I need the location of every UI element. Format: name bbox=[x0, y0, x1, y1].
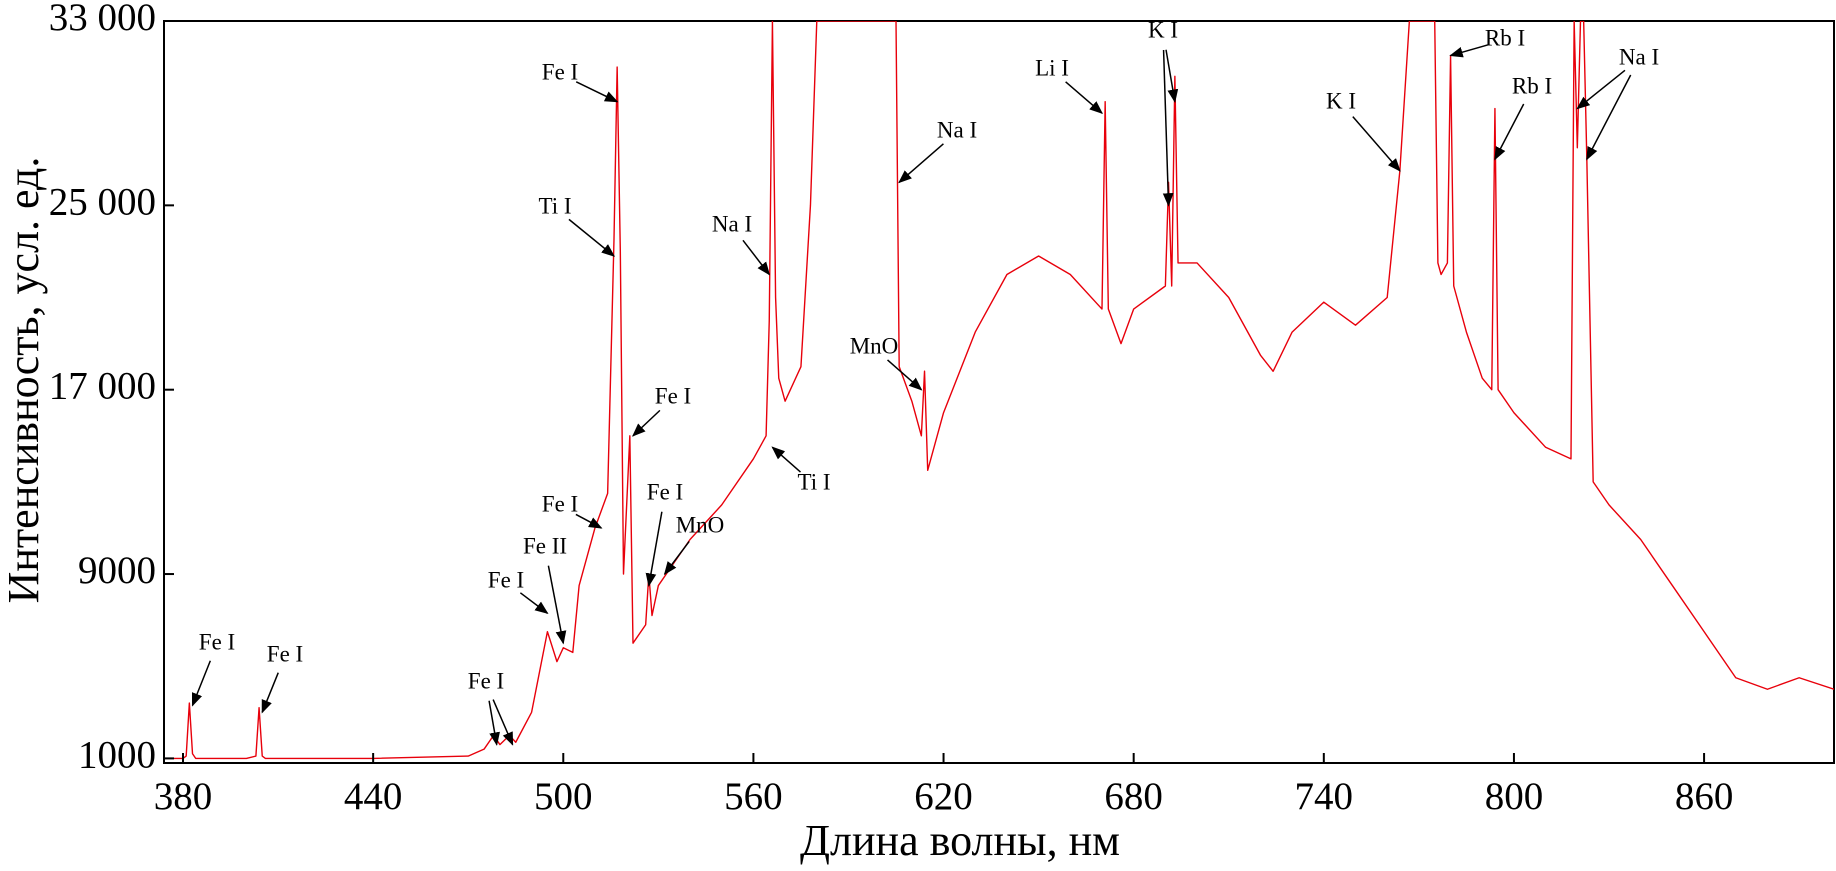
annotation-arrow bbox=[663, 540, 690, 576]
x-tick-label: 500 bbox=[534, 775, 593, 818]
y-tick-label: 17 000 bbox=[49, 365, 156, 408]
annotation-arrow bbox=[261, 672, 279, 714]
annotation-arrow bbox=[492, 699, 514, 746]
annotation-label: Li I bbox=[1035, 55, 1069, 80]
annotation-label: Fe I bbox=[655, 383, 691, 408]
annotation-arrow bbox=[1494, 103, 1525, 161]
y-tick-label: 1000 bbox=[78, 733, 156, 776]
x-tick-label: 860 bbox=[1675, 775, 1734, 818]
plot-area bbox=[164, 21, 1834, 760]
x-tick-label: 560 bbox=[724, 775, 783, 818]
y-tick-label: 9000 bbox=[78, 549, 156, 592]
annotation-label: MnO bbox=[676, 512, 725, 537]
annotation-arrow bbox=[547, 565, 567, 645]
annotation-arrow bbox=[1576, 69, 1626, 110]
x-tick-label: 380 bbox=[154, 775, 213, 818]
annotation-label: Na I bbox=[937, 117, 977, 142]
annotation-arrow bbox=[568, 218, 616, 257]
x-tick-label: 620 bbox=[914, 775, 973, 818]
spectrum-line bbox=[164, 21, 1834, 760]
annotation-label: Na I bbox=[1619, 44, 1659, 69]
annotation-label: Rb I bbox=[1512, 73, 1552, 98]
annotation-arrow bbox=[898, 143, 944, 184]
annotation-arrow bbox=[488, 700, 500, 746]
annotation-label: Fe I bbox=[647, 479, 683, 504]
annotation-arrow bbox=[1165, 49, 1179, 103]
annotation-arrow bbox=[519, 592, 549, 615]
annotation-arrow bbox=[1065, 81, 1104, 115]
y-tick-label: 25 000 bbox=[49, 180, 156, 223]
annotation-arrow bbox=[1162, 49, 1174, 207]
annotation-arrow bbox=[191, 660, 212, 707]
annotation-arrow bbox=[575, 513, 603, 529]
annotation-label: Ti I bbox=[538, 193, 571, 218]
annotation-label: K I bbox=[1148, 17, 1178, 42]
x-tick-label: 680 bbox=[1104, 775, 1163, 818]
annotation-arrow bbox=[1352, 116, 1401, 172]
x-tick-label: 440 bbox=[344, 775, 403, 818]
annotation-label: Rb I bbox=[1485, 25, 1525, 50]
annotation-label: Fe I bbox=[542, 59, 578, 84]
annotation-label: Fe I bbox=[468, 668, 504, 693]
annotation-label: Na I bbox=[712, 211, 752, 236]
annotation-label: Fe II bbox=[523, 533, 567, 558]
plot-frame bbox=[163, 20, 1835, 764]
annotation-label: K I bbox=[1326, 88, 1356, 113]
annotation-label: Fe I bbox=[267, 641, 303, 666]
annotation-arrow bbox=[887, 359, 923, 391]
annotation-arrow bbox=[575, 81, 619, 103]
annotation-label: Fe I bbox=[542, 491, 578, 516]
x-tick-label: 800 bbox=[1485, 775, 1544, 818]
annotation-arrow bbox=[632, 409, 661, 437]
y-axis-title: Интенсивность, усл. ед. bbox=[0, 157, 48, 604]
annotation-arrow bbox=[1586, 74, 1632, 161]
annotation-arrow bbox=[742, 239, 771, 276]
annotation-arrow bbox=[771, 446, 802, 473]
annotation-label: Ti I bbox=[797, 469, 830, 494]
y-tick-label: 33 000 bbox=[49, 0, 156, 39]
annotation-label: Fe I bbox=[199, 629, 235, 654]
annotation-arrow bbox=[1449, 44, 1488, 58]
annotation-label: Fe I bbox=[488, 567, 524, 592]
annotation-arrow bbox=[645, 511, 663, 587]
x-tick-label: 740 bbox=[1295, 775, 1354, 818]
x-axis-title: Длина волны, нм bbox=[800, 816, 1120, 865]
annotation-label: MnO bbox=[850, 333, 899, 358]
